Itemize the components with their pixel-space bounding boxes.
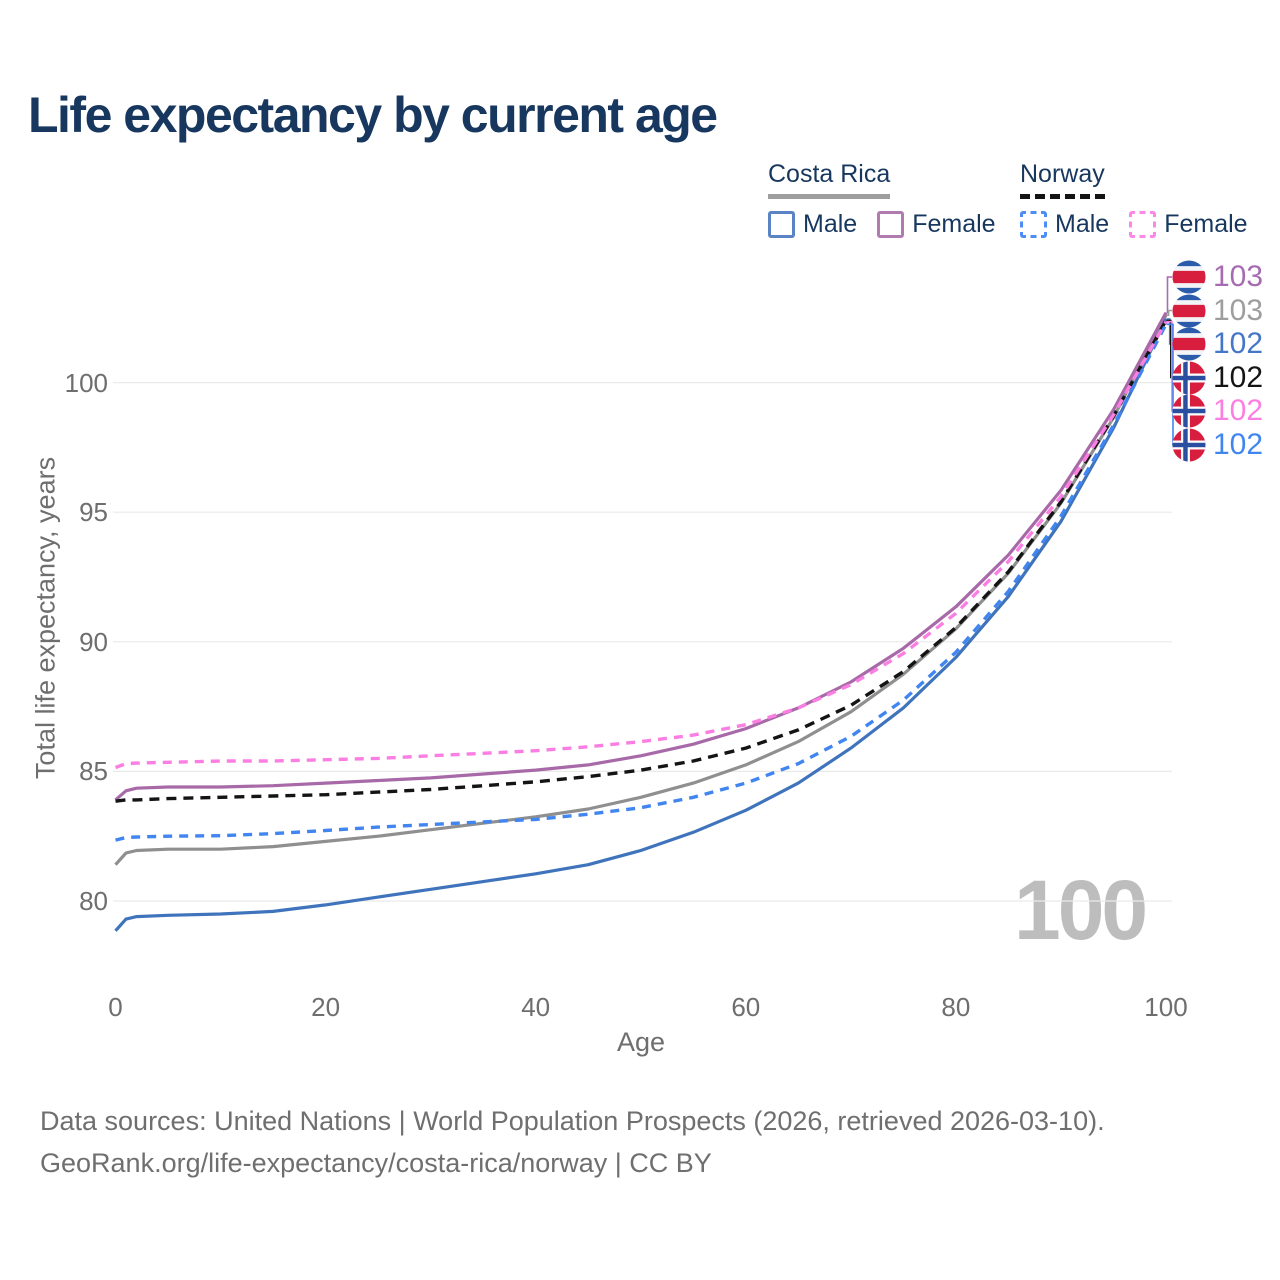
leader-line-crf — [1166, 276, 1172, 314]
footer-attribution: GeoRank.org/life-expectancy/costa-rica/n… — [40, 1148, 712, 1178]
norway-flag-icon — [1172, 427, 1206, 462]
costa-rica-female-swatch-icon — [877, 211, 905, 238]
x-axis-title: Age — [616, 1027, 666, 1057]
legend-item-label: Female — [1164, 210, 1248, 238]
legend: Costa Rica Male Female Norway Male Femal… — [768, 160, 1248, 240]
norway-flag-icon — [1172, 360, 1206, 395]
norway-female-swatch-icon — [1129, 211, 1157, 238]
end-label-value: 102 — [1213, 394, 1264, 427]
series-line-nom — [115, 323, 1168, 842]
legend-group-label-costa-rica: Costa Rica — [768, 160, 891, 199]
end-label-crm: 102 — [1172, 327, 1263, 361]
x-axis-tick: 80 — [941, 992, 971, 1022]
legend-toggle-costa-rica-male[interactable]: Male — [768, 210, 857, 239]
end-label-value: 102 — [1213, 327, 1264, 360]
legend-toggle-norway-female[interactable]: Female — [1129, 210, 1248, 239]
costa-rica-flag-icon — [1172, 293, 1206, 328]
end-label-value: 103 — [1213, 260, 1264, 293]
x-axis-tick: 20 — [311, 992, 341, 1022]
y-axis-tick: 95 — [79, 497, 108, 528]
end-label-nom: 102 — [1172, 428, 1263, 462]
legend-group-label-norway: Norway — [1020, 160, 1105, 199]
x-axis-tick: 100 — [1144, 992, 1188, 1022]
series-line-crf — [114, 311, 1168, 802]
y-axis-tick: 100 — [64, 367, 108, 398]
end-label-crt: 103 — [1172, 294, 1263, 328]
y-axis-tick: 90 — [79, 626, 108, 657]
end-label-value: 102 — [1213, 427, 1264, 461]
leader-line-nof — [1166, 320, 1173, 412]
costa-rica-flag-icon — [1172, 260, 1206, 294]
end-label-value: 102 — [1213, 360, 1264, 394]
norway-flag-icon — [1172, 394, 1206, 428]
x-axis-tick: 0 — [108, 992, 123, 1022]
legend-group-norway: Norway Male Female — [1020, 160, 1248, 239]
legend-toggle-costa-rica-female[interactable]: Female — [877, 210, 996, 239]
norway-male-swatch-icon — [1020, 211, 1047, 238]
age-watermark: 100 — [1014, 863, 1148, 957]
legend-item-label: Female — [912, 210, 996, 238]
legend-group-costa-rica: Costa Rica Male Female — [768, 160, 996, 239]
legend-item-label: Male — [1055, 210, 1110, 238]
end-label-value: 103 — [1213, 293, 1264, 327]
series-line-nof — [114, 320, 1168, 770]
costa-rica-male-swatch-icon — [768, 211, 795, 238]
life-expectancy-chart[interactable] — [0, 240, 1280, 1060]
legend-toggle-norway-male[interactable]: Male — [1020, 210, 1109, 239]
end-label-not: 102 — [1172, 361, 1263, 395]
end-label-nof: 102 — [1172, 394, 1263, 428]
legend-item-label: Male — [803, 210, 858, 238]
y-axis-tick: 85 — [79, 756, 108, 787]
y-axis-tick: 80 — [79, 886, 108, 916]
leader-line-crt — [1166, 309, 1172, 316]
x-axis-tick: 60 — [731, 992, 761, 1022]
x-axis-tick: 40 — [521, 992, 551, 1022]
costa-rica-flag-icon — [1172, 327, 1206, 361]
end-label-crf: 103 — [1172, 260, 1263, 294]
page-title: Life expectancy by current age — [28, 87, 718, 143]
footer-data-sources: Data sources: United Nations | World Pop… — [40, 1106, 1105, 1136]
series-line-crm — [114, 318, 1168, 932]
series-line-not — [115, 319, 1168, 803]
